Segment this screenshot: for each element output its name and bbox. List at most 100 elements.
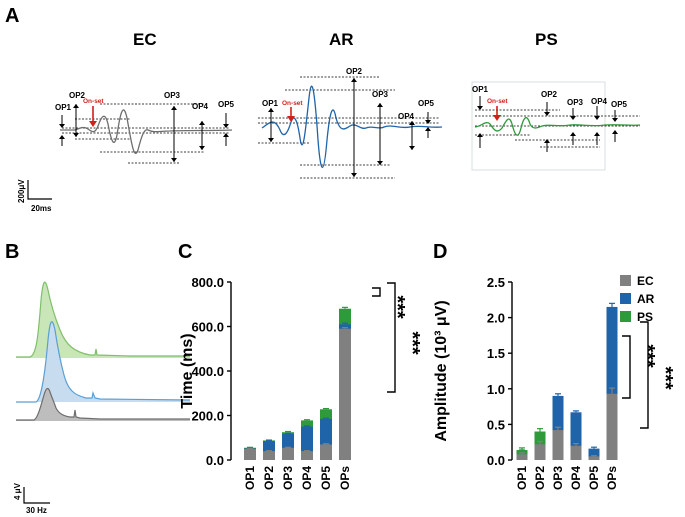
op-markers-ar: OP1 OP2 OP3 OP4 OP5 On-set — [262, 67, 435, 177]
op2-label-ps: OP2 — [541, 90, 558, 99]
bar-ar-op5 — [588, 448, 600, 460]
scale-bar-spectrum: 4 μV 30 Hz — [13, 482, 50, 515]
waveform-ps-group: PS OP1 OP2 OP3 OP4 OP5 On-set — [471, 30, 641, 171]
x-tick-label: OP3 — [281, 466, 295, 490]
op2-label-ar: OP2 — [346, 67, 363, 76]
waveform-ar-group: AR OP1 OP2 OP3 OP4 OP5 On-set — [258, 30, 443, 179]
bar-ec-op1 — [244, 448, 256, 460]
condition-title-ps: PS — [535, 30, 558, 49]
panel-label-d: D — [433, 241, 447, 263]
bar-ar-ops — [606, 306, 618, 460]
op5-label-ec: OP5 — [218, 100, 235, 109]
y-tick-label: 2.0 — [487, 311, 505, 326]
significance-bracket — [622, 335, 631, 399]
scale-time-label: 20ms — [31, 204, 52, 213]
bar-ec-op5 — [588, 456, 600, 460]
reference-lines-ar — [258, 76, 440, 179]
onset-label-ar: On-set — [282, 100, 303, 107]
significance-label: *** — [636, 344, 658, 368]
x-tick-label: OPs — [605, 466, 619, 490]
significance-bracket — [640, 321, 649, 429]
erg-trace-ps — [474, 117, 641, 136]
x-tick-label: OP1 — [243, 466, 257, 490]
y-tick-label: 0.5 — [487, 417, 505, 432]
x-tick-label: OP2 — [533, 466, 547, 490]
x-tick-label: OP3 — [551, 466, 565, 490]
condition-title-ar: AR — [329, 30, 354, 49]
bar-ec-ops — [339, 328, 351, 460]
panel-label-c: C — [178, 241, 192, 263]
op2-label-ec: OP2 — [69, 91, 86, 100]
y-tick-label: 400.0 — [191, 364, 224, 379]
legend-label-ec: EC — [637, 274, 654, 288]
bar-ec-op2 — [534, 444, 546, 460]
bar-ar-op4 — [570, 412, 582, 460]
waveform-ec-group: EC OP1 OP2 OP3 OP4 OP5 On-set — [55, 30, 235, 164]
legend-swatch-ps — [620, 311, 631, 322]
bar-ec-op4 — [570, 445, 582, 460]
op4-label-ec: OP4 — [192, 102, 209, 111]
legend: EC AR PS — [620, 274, 655, 324]
bar-ec-op2 — [263, 451, 275, 460]
op4-label-ar: OP4 — [398, 112, 415, 121]
x-tick-label: OP2 — [262, 466, 276, 490]
y-tick-label: 1.5 — [487, 346, 505, 361]
op5-label-ar: OP5 — [418, 99, 435, 108]
significance-bracket — [387, 282, 396, 393]
spectrum-blue — [16, 321, 191, 403]
scale-frequency-label: 30 Hz — [26, 506, 47, 515]
significance-bracket — [372, 287, 381, 297]
y-tick-label: 200.0 — [191, 409, 224, 424]
legend-swatch-ar — [620, 293, 631, 304]
op-markers-ps: OP1 OP2 OP3 OP4 OP5 On-set — [472, 85, 628, 152]
y-tick-label: 800.0 — [191, 275, 224, 290]
condition-title-ec: EC — [133, 30, 157, 49]
y-tick-label: 0.0 — [206, 453, 224, 468]
spectrum-green — [16, 281, 190, 358]
onset-label-ec: On-set — [83, 98, 104, 105]
op3-label-ps: OP3 — [567, 98, 584, 107]
y-tick-label: 2.5 — [487, 275, 505, 290]
bar-ec-ops — [606, 393, 618, 460]
x-tick-label: OP4 — [569, 466, 583, 490]
scale-microvolt-label: 4 μV — [13, 482, 22, 500]
legend-label-ps: PS — [637, 310, 653, 324]
chart-time: 0.0 200.0 400.0 600.0 800.0 Time (ms) OP1 OP2 OP… — [179, 275, 423, 490]
erg-trace-ec — [60, 109, 233, 154]
op3-label-ar: OP3 — [372, 90, 389, 99]
legend-label-ar: AR — [637, 292, 655, 306]
significance-label: *** — [401, 331, 423, 355]
y-axis-title: Amplitude (10³ μV) — [433, 300, 450, 441]
scale-amplitude-label: 200μV — [17, 179, 26, 203]
significance-label: *** — [654, 366, 676, 390]
op1-label-ar: OP1 — [262, 99, 279, 108]
scale-bar-waveform: 200μV 20ms — [17, 179, 52, 213]
panel-label-b: B — [5, 241, 19, 263]
x-tick-label: OP5 — [319, 466, 333, 490]
x-tick-label: OP5 — [587, 466, 601, 490]
x-tick-label: OPs — [338, 466, 352, 490]
y-axis-title: Time (ms) — [179, 333, 196, 408]
chart-amplitude: 0.0 0.5 1.0 1.5 2.0 2.5 Amplitude (10³ μV) OP1 O… — [433, 275, 676, 490]
bar-ec-op3 — [552, 430, 564, 460]
y-tick-label: 1.0 — [487, 382, 505, 397]
op3-label-ec: OP3 — [164, 91, 181, 100]
onset-label-ps: On-set — [487, 98, 508, 105]
op1-label-ec: OP1 — [55, 103, 72, 112]
panel-label-a: A — [5, 5, 19, 27]
significance-label: *** — [386, 295, 408, 319]
op1-label-ps: OP1 — [472, 85, 489, 94]
bar-ec-op3 — [282, 447, 294, 460]
op5-label-ps: OP5 — [611, 100, 628, 109]
y-tick-label: 600.0 — [191, 320, 224, 335]
x-tick-label: OP1 — [515, 466, 529, 490]
legend-swatch-ec — [620, 275, 631, 286]
op4-label-ps: OP4 — [591, 97, 608, 106]
reference-lines-ec — [62, 103, 230, 164]
bar-ec-op1 — [516, 454, 528, 460]
bar-ec-op5 — [320, 444, 332, 460]
bar-ec-op4 — [301, 451, 313, 460]
op-markers-ec: OP1 OP2 OP3 OP4 OP5 On-set — [55, 91, 235, 162]
erg-trace-ar — [261, 85, 443, 168]
